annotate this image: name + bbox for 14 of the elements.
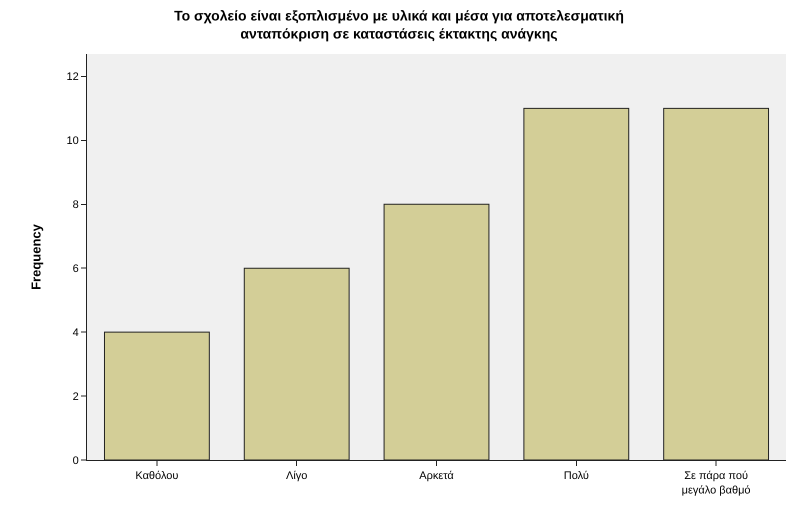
x-tick-label: Σε πάρα πού μεγάλο βαθμό [682, 470, 751, 496]
x-tick-label: Πολύ [564, 470, 589, 482]
x-tick-label: Αρκετά [419, 470, 454, 482]
y-tick-label: 10 [66, 135, 79, 148]
y-tick-label: 4 [72, 326, 79, 339]
y-tick-label: 8 [72, 199, 79, 212]
y-tick-label: 2 [72, 390, 79, 403]
y-tick-label: 0 [72, 454, 79, 467]
chart-title: Το σχολείο είναι εξοπλισμένο με υλικά και μέσα για αποτελεσματική ανταπόκριση σε καταστάσεις έκτακτης ανάγκης [174, 7, 624, 42]
y-axis-title: Frequency [28, 223, 44, 290]
x-tick-label: Λίγο [286, 470, 308, 482]
y-tick-label: 12 [66, 71, 79, 84]
x-tick-label: Καθόλου [135, 470, 178, 482]
y-tick-label: 6 [72, 263, 79, 276]
